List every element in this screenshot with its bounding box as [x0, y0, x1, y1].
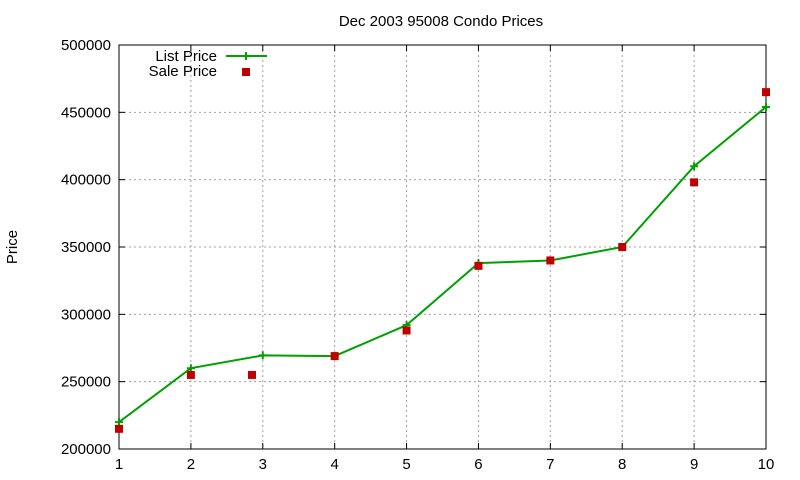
sale-price-point: [247, 370, 256, 379]
chart-title: Dec 2003 95008 Condo Prices: [339, 13, 543, 30]
list-price-point: [690, 162, 699, 171]
sale-price-point: [546, 256, 555, 265]
x-tick-label: 8: [618, 456, 626, 473]
sale-price-point: [186, 370, 195, 379]
y-tick-label: 300000: [61, 306, 111, 323]
x-tick-label: 10: [758, 456, 775, 473]
legend-label-list-price: List Price: [155, 48, 217, 65]
sale-price-point: [474, 261, 483, 270]
x-tick-label: 7: [546, 456, 554, 473]
sale-price-point: [402, 326, 411, 335]
plot-frame: [118, 44, 767, 450]
axis-layer: 1 2 3 4 5 6 7 8 9 10 200000 250000 300000 350000 40000…: [61, 37, 774, 473]
y-axis-label: Price: [4, 230, 21, 264]
y-tick-label: 400000: [61, 172, 111, 189]
x-tick-label: 9: [690, 456, 698, 473]
sale-price-point: [330, 352, 339, 361]
y-tick-label: 500000: [61, 37, 111, 54]
series-layer: [115, 88, 770, 433]
sale-price-point: [690, 178, 699, 187]
y-tick-label: 350000: [61, 239, 111, 256]
legend-marker-list-price: [242, 52, 250, 60]
list-price-point: [115, 418, 123, 427]
sale-price-point: [762, 88, 770, 97]
x-tick-label: 1: [115, 456, 123, 473]
sale-price-point: [115, 424, 123, 433]
list-price-point: [258, 351, 267, 360]
y-tick-label: 250000: [61, 374, 111, 391]
x-tick-label: 6: [474, 456, 482, 473]
y-tick-label: 200000: [61, 441, 111, 458]
x-tick-label: 5: [402, 456, 410, 473]
x-tick-label: 3: [259, 456, 267, 473]
list-price-line: [118, 106, 767, 423]
x-tick-label: 2: [187, 456, 195, 473]
legend-label-sale-price: Sale Price: [149, 63, 217, 80]
y-tick-label: 450000: [61, 104, 111, 121]
sale-price-point: [618, 243, 627, 251]
grid-layer: [119, 45, 766, 449]
legend-marker-sale-price: [242, 68, 250, 76]
x-tick-label: 4: [330, 456, 338, 473]
list-price-point: [186, 364, 195, 373]
list-price-point: [762, 102, 770, 111]
